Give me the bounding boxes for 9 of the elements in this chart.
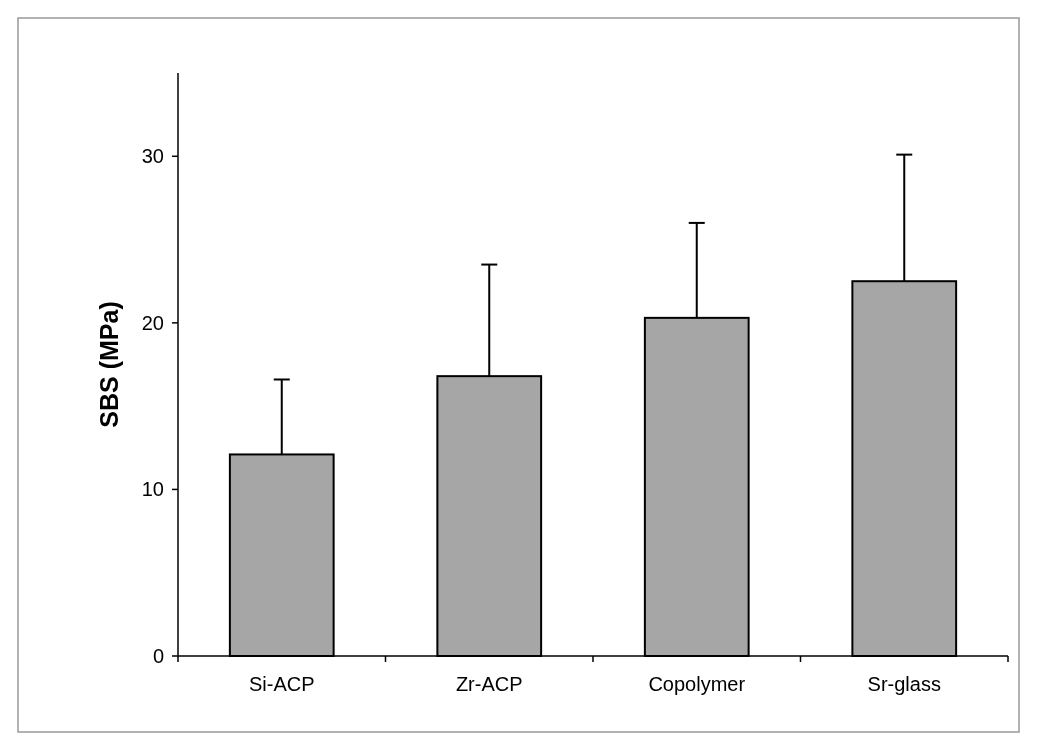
x-tick-label: Si-ACP xyxy=(248,673,315,695)
x-tick-label: Sr-glass xyxy=(867,673,941,695)
x-tick-label: Zr-ACP xyxy=(455,673,523,695)
y-tick-label: 0 xyxy=(152,645,164,667)
y-tick-label: 30 xyxy=(141,145,164,168)
y-tick-label: 10 xyxy=(141,478,164,501)
y-tick-label: 20 xyxy=(141,311,164,334)
x-tick-label: Copolymer xyxy=(648,673,746,695)
y-axis-title: SBS (MPa) xyxy=(95,301,123,428)
